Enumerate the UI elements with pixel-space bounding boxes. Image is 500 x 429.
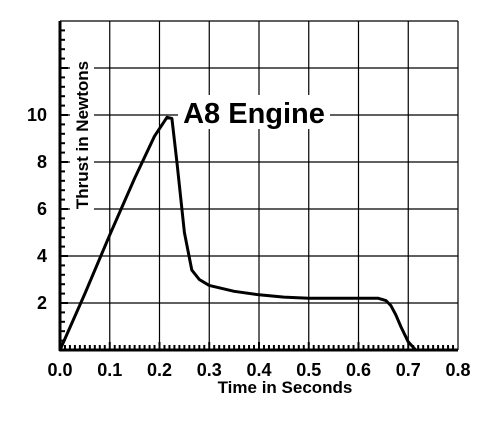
y-axis-title-group: Thrust in Newtons — [70, 40, 94, 230]
chart-title: A8 Engine — [183, 98, 325, 130]
y-axis-title: Thrust in Newtons — [73, 61, 92, 209]
x-tick-labels: 0.0 0.1 0.2 0.3 0.4 0.5 0.6 0.7 0.8 — [47, 360, 470, 380]
thrust-series-line — [58, 115, 418, 352]
y-tick-labels: 2 4 6 8 10 — [27, 105, 47, 313]
x-tick-label: 0.6 — [346, 360, 371, 380]
y-tick-label: 4 — [37, 246, 47, 266]
y-axis-title-background — [70, 40, 94, 230]
y-tick-label: 10 — [27, 105, 47, 125]
x-tick-label: 0.3 — [197, 360, 222, 380]
x-tick-label: 0.0 — [47, 360, 72, 380]
x-axis-title: Time in Seconds — [218, 378, 353, 397]
x-axis-title-group: Time in Seconds — [196, 376, 374, 398]
x-tick-label: 0.1 — [97, 360, 122, 380]
y-tick-label: 8 — [37, 152, 47, 172]
grid — [60, 20, 459, 350]
y-tick-label: 2 — [37, 293, 47, 313]
chart-title-background — [178, 95, 330, 129]
y-tick-label: 6 — [37, 199, 47, 219]
axes — [58, 21, 458, 352]
x-tick-label: 0.4 — [246, 360, 271, 380]
series-layer — [58, 115, 418, 352]
x-tick-label: 0.8 — [445, 360, 470, 380]
x-tick-label: 0.2 — [147, 360, 172, 380]
chart-title-group: A8 Engine — [178, 95, 330, 130]
x-axis-title-background — [196, 376, 374, 398]
x-tick-label: 0.7 — [396, 360, 421, 380]
minor-ticks — [60, 29, 455, 350]
x-tick-label: 0.5 — [296, 360, 321, 380]
